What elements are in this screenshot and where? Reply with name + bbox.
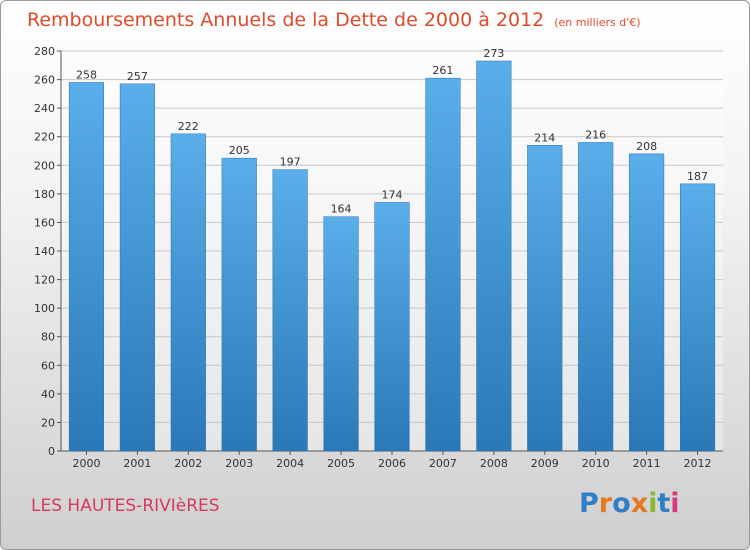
chart-subtitle: (en milliers d'€)	[554, 16, 641, 29]
y-tick-label: 180	[34, 188, 55, 201]
y-tick-label: 20	[41, 416, 55, 429]
bar-value-label: 208	[636, 140, 657, 153]
bar-value-label: 197	[280, 156, 301, 169]
x-tick-label: 2007	[429, 457, 457, 470]
bar	[323, 216, 359, 452]
bar	[221, 157, 257, 452]
bar-value-label: 187	[687, 170, 708, 183]
bar-value-label: 216	[585, 128, 606, 141]
x-tick-label: 2004	[276, 457, 304, 470]
bar-value-label: 205	[229, 144, 250, 157]
y-tick-label: 40	[41, 388, 55, 401]
bar	[476, 60, 512, 452]
bar-value-label: 273	[483, 47, 504, 60]
x-tick-label: 2003	[225, 457, 253, 470]
x-tick-label: 2001	[123, 457, 151, 470]
logo-letter: r	[598, 488, 613, 519]
bar	[527, 145, 563, 452]
y-tick-label: 160	[34, 216, 55, 229]
bar	[119, 83, 155, 452]
x-tick-label: 2012	[684, 457, 712, 470]
x-tick-label: 2006	[378, 457, 406, 470]
logo-letter: P	[579, 488, 599, 519]
y-tick-label: 120	[34, 274, 55, 287]
y-tick-label: 280	[34, 45, 55, 58]
logo-letter: i	[648, 488, 658, 519]
x-tick-label: 2005	[327, 457, 355, 470]
logo-letter: t	[657, 488, 671, 519]
chart-title-text: Remboursements Annuels de la Dette de 20…	[27, 9, 545, 31]
chart-title: Remboursements Annuels de la Dette de 20…	[27, 9, 641, 31]
bar-value-label: 174	[382, 188, 403, 201]
y-tick-label: 220	[34, 131, 55, 144]
y-tick-label: 0	[48, 445, 55, 458]
bar	[425, 77, 461, 452]
logo-letter: o	[612, 488, 631, 519]
y-tick-label: 80	[41, 331, 55, 344]
x-tick-label: 2010	[582, 457, 610, 470]
proxiti-logo: Proxiti	[579, 488, 680, 519]
y-tick-label: 260	[34, 74, 55, 87]
bar	[374, 202, 410, 452]
bar-value-label: 214	[534, 131, 555, 144]
y-tick-label: 240	[34, 102, 55, 115]
logo-letter: i	[670, 488, 680, 519]
municipality-name: LES HAUTES-RIVIèRES	[31, 496, 220, 516]
y-tick-label: 60	[41, 359, 55, 372]
bar	[578, 142, 614, 452]
bar	[629, 153, 665, 452]
logo-letter: x	[630, 488, 649, 519]
bar	[170, 133, 206, 452]
y-tick-label: 100	[34, 302, 55, 315]
x-tick-label: 2002	[174, 457, 202, 470]
bar	[272, 169, 308, 452]
bar	[68, 82, 105, 452]
bar-value-label: 258	[76, 68, 97, 81]
bar-value-label: 257	[127, 70, 148, 83]
y-tick-label: 200	[34, 159, 55, 172]
x-tick-label: 2000	[72, 457, 100, 470]
bar-value-label: 164	[331, 203, 352, 216]
x-tick-label: 2011	[633, 457, 661, 470]
x-tick-label: 2009	[531, 457, 559, 470]
y-tick-label: 140	[34, 245, 55, 258]
bar-value-label: 261	[432, 64, 453, 77]
x-tick-label: 2008	[480, 457, 508, 470]
bar-value-label: 222	[178, 120, 199, 133]
bar	[679, 183, 716, 452]
